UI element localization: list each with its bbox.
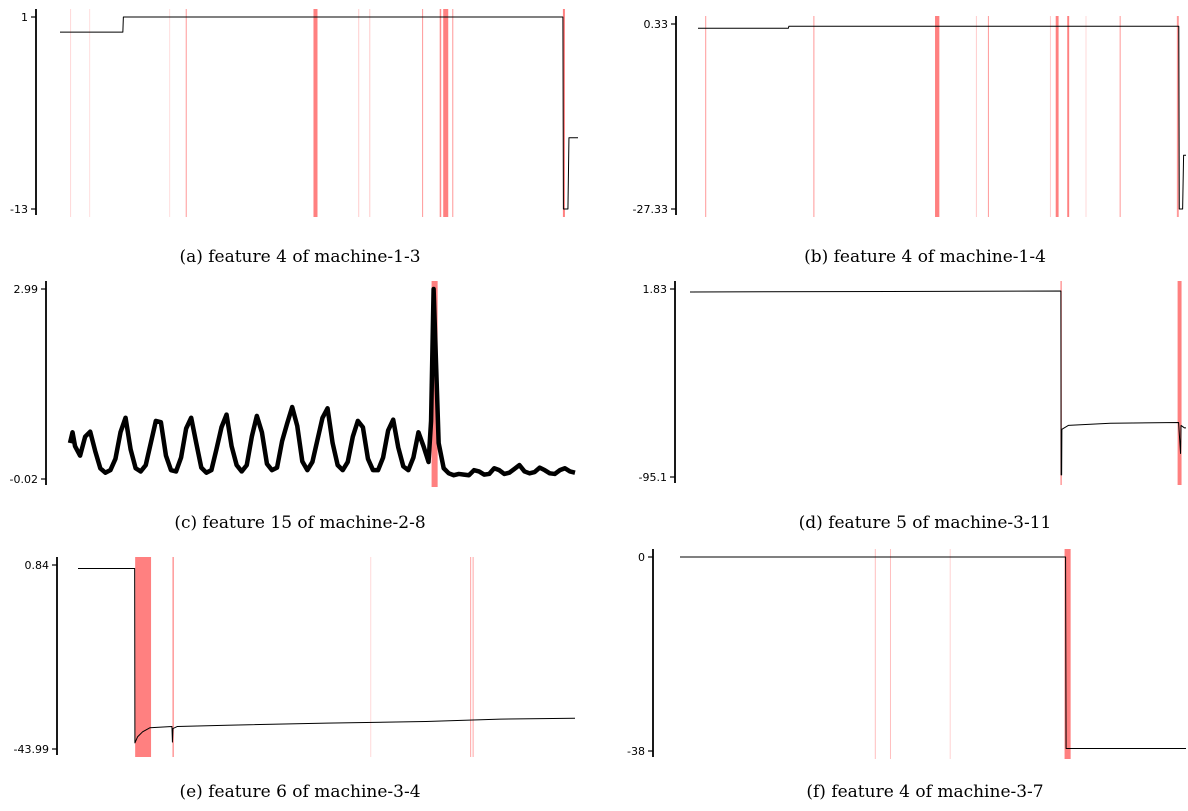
panel-caption: (e) feature 6 of machine-3-4 xyxy=(179,782,420,802)
panel-6: 0 -38 (f) feature 4 of machine-3-7 xyxy=(627,549,1186,802)
anomaly-band xyxy=(1055,16,1059,217)
panel-caption: (f) feature 4 of machine-3-7 xyxy=(806,782,1043,802)
y-tick-label: 1.83 xyxy=(643,283,668,296)
panel-2: 0.33 -27.33 (b) feature 4 of machine-1-4 xyxy=(633,16,1186,267)
anomaly-band xyxy=(1119,16,1121,217)
series-line xyxy=(67,286,576,478)
anomaly-band xyxy=(705,16,707,217)
panel-3: 2.99 -0.02 (c) feature 15 of machine-2-8 xyxy=(10,281,576,533)
anomaly-band xyxy=(562,9,565,217)
anomaly-band xyxy=(472,557,474,757)
anomaly-band xyxy=(1085,16,1087,217)
anomaly-band xyxy=(813,16,815,217)
anomaly-band xyxy=(169,9,171,217)
anomaly-band xyxy=(470,557,472,757)
anomaly-band xyxy=(89,9,91,217)
y-tick-label: 0.33 xyxy=(644,18,669,31)
anomaly-band xyxy=(452,9,454,217)
anomaly-band xyxy=(889,549,891,759)
anomaly-band xyxy=(1176,16,1179,217)
panel-4: 1.83 -95.1 (d) feature 5 of machine-3-11 xyxy=(639,281,1186,533)
series-line xyxy=(680,556,1186,749)
panel-caption: (d) feature 5 of machine-3-11 xyxy=(799,513,1052,533)
anomaly-band xyxy=(439,9,442,217)
anomaly-band xyxy=(369,9,371,217)
y-tick-label: -95.1 xyxy=(639,471,667,484)
series-line xyxy=(689,290,1186,476)
anomaly-band xyxy=(313,9,318,217)
y-tick-label: -38 xyxy=(627,745,645,758)
anomaly-band xyxy=(172,557,174,757)
anomaly-band xyxy=(1067,16,1070,217)
anomaly-band xyxy=(874,549,876,759)
series-line xyxy=(60,16,578,210)
y-tick-label: -0.02 xyxy=(10,473,38,486)
anomaly-band xyxy=(975,16,977,217)
y-tick-label: -43.99 xyxy=(14,743,49,756)
y-tick-label: -27.33 xyxy=(633,203,668,216)
panel-caption: (c) feature 15 of machine-2-8 xyxy=(174,513,425,533)
anomaly-band xyxy=(422,9,424,217)
y-tick-label: 0 xyxy=(638,551,645,564)
anomaly-band xyxy=(370,557,372,757)
panel-1: 1 -13 (a) feature 4 of machine-1-3 xyxy=(10,9,578,267)
panel-caption: (b) feature 4 of machine-1-4 xyxy=(804,247,1046,267)
anomaly-band xyxy=(949,549,951,759)
panel-caption: (a) feature 4 of machine-1-3 xyxy=(179,247,420,267)
anomaly-band xyxy=(987,16,989,217)
y-tick-label: 0.84 xyxy=(25,559,50,572)
anomaly-band xyxy=(1177,281,1182,485)
series-line xyxy=(698,25,1186,210)
y-tick-label: 2.99 xyxy=(14,283,39,296)
anomaly-band xyxy=(358,9,360,217)
series-line xyxy=(78,567,576,744)
anomaly-band xyxy=(70,9,72,217)
anomaly-band xyxy=(443,9,449,217)
anomaly-band xyxy=(185,9,187,217)
anomaly-band xyxy=(935,16,940,217)
anomaly-band xyxy=(135,557,152,757)
y-tick-label: 1 xyxy=(21,11,28,24)
anomaly-band xyxy=(1049,16,1051,217)
y-tick-label: -13 xyxy=(10,203,28,216)
anomaly-band xyxy=(1064,549,1071,759)
panel-5: 0.84 -43.99 (e) feature 6 of machine-3-4 xyxy=(14,557,576,802)
